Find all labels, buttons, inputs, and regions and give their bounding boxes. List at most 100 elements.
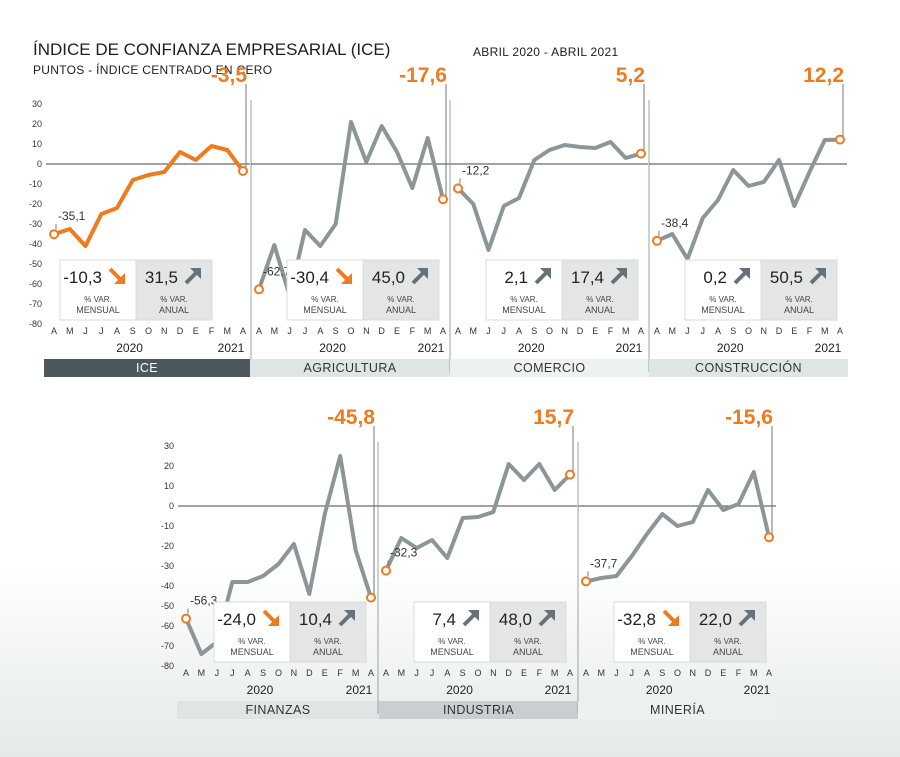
- mensual-caption-1: % VAR.: [438, 637, 465, 646]
- first-point-marker: [581, 576, 591, 587]
- anual-arrow-icon: [809, 268, 826, 285]
- month-tick-label: A: [440, 326, 446, 336]
- chart-title: ÍNDICE DE CONFIANZA EMPRESARIAL (ICE): [33, 40, 391, 59]
- anual-arrow-icon-head: [417, 268, 428, 279]
- mensual-caption-1: % VAR.: [238, 637, 265, 646]
- year-label: 2021: [815, 341, 842, 355]
- last-point-marker: [835, 134, 845, 145]
- mensual-arrow-icon-head: [739, 268, 750, 279]
- anual-arrow-icon-head: [544, 610, 555, 621]
- month-tick-label: M: [821, 326, 829, 336]
- mensual-value: -24,0: [217, 610, 256, 629]
- y-tick-label: -40: [161, 581, 174, 591]
- month-tick-label: A: [444, 668, 450, 678]
- mensual-value: -32,8: [617, 610, 656, 629]
- anual-arrow-icon: [184, 268, 201, 285]
- month-tick-label: A: [583, 668, 589, 678]
- year-label: 2020: [319, 341, 346, 355]
- year-label: 2021: [218, 341, 245, 355]
- month-tick-label: S: [730, 326, 736, 336]
- month-tick-label: M: [669, 326, 677, 336]
- anual-arrow-icon-shaft: [538, 612, 553, 627]
- anual-arrow-icon-head: [190, 268, 201, 279]
- month-tick-label: N: [291, 668, 298, 678]
- year-label: 2020: [247, 683, 274, 697]
- mensual-arrow-icon-shaft: [534, 270, 549, 285]
- month-tick-label: M: [598, 668, 606, 678]
- month-tick-label: A: [256, 326, 262, 336]
- month-tick-label: N: [761, 326, 768, 336]
- mensual-caption-2: MENSUAL: [76, 305, 120, 315]
- anual-arrow-icon-head: [616, 268, 627, 279]
- month-tick-label: M: [622, 326, 630, 336]
- mensual-arrow-icon-shaft: [733, 270, 748, 285]
- month-tick-label: D: [705, 668, 712, 678]
- month-tick-label: J: [430, 668, 435, 678]
- mensual-value: -30,4: [290, 268, 329, 287]
- anual-arrow-icon: [538, 610, 555, 627]
- anual-caption-1: % VAR.: [514, 637, 541, 646]
- sector-tab: [649, 359, 848, 377]
- month-tick-label: E: [394, 326, 400, 336]
- last-point-marker: [565, 469, 575, 480]
- month-tick-label: J: [230, 668, 235, 678]
- first-point-marker: [254, 284, 264, 295]
- month-tick-label: M: [352, 668, 360, 678]
- month-tick-label: S: [659, 668, 665, 678]
- month-tick-label: J: [685, 326, 690, 336]
- month-tick-label: O: [474, 668, 481, 678]
- first-point-marker: [453, 183, 463, 194]
- y-tick-label: 30: [32, 99, 42, 109]
- mensual-arrow-icon-head: [540, 268, 551, 279]
- mensual-value: 7,4: [432, 610, 456, 629]
- month-tick-label: E: [322, 668, 328, 678]
- month-tick-label: F: [537, 668, 543, 678]
- month-tick-label: J: [287, 326, 292, 336]
- month-tick-label: A: [114, 326, 120, 336]
- mensual-arrow-icon-head: [668, 615, 679, 626]
- anual-value: 50,5: [770, 268, 803, 287]
- anual-arrow-icon-shaft: [184, 270, 199, 285]
- y-tick-label: -70: [29, 299, 42, 309]
- y-tick-label: 30: [164, 441, 174, 451]
- month-tick-label: N: [161, 326, 168, 336]
- sector-tab-label: ICE: [136, 361, 158, 375]
- sector-tab-label: MINERÍA: [650, 702, 705, 717]
- mensual-arrow-icon: [733, 268, 750, 285]
- y-tick-label: -30: [161, 561, 174, 571]
- anual-value: 31,5: [145, 268, 178, 287]
- month-tick-label: S: [460, 668, 466, 678]
- month-tick-label: E: [193, 326, 199, 336]
- anual-value: 10,4: [299, 610, 332, 629]
- anual-caption-2: ANUAL: [313, 647, 343, 657]
- mensual-arrow-icon-shaft: [262, 609, 277, 624]
- y-tick-label: -20: [29, 199, 42, 209]
- month-tick-label: O: [674, 668, 681, 678]
- anual-arrow-icon-head: [744, 610, 755, 621]
- y-tick-label: -40: [29, 239, 42, 249]
- chart-subtitle: PUNTOS - ÍNDICE CENTRADO EN CERO: [33, 63, 273, 77]
- month-tick-label: S: [260, 668, 266, 678]
- month-tick-label: A: [51, 326, 57, 336]
- month-tick-label: F: [410, 326, 416, 336]
- mensual-caption-2: MENSUAL: [230, 647, 274, 657]
- month-tick-label: F: [807, 326, 813, 336]
- sector-tab: [177, 701, 379, 719]
- mensual-value: 2,1: [504, 268, 528, 287]
- sector-tab-label: FINANZAS: [245, 703, 310, 717]
- month-tick-label: A: [240, 326, 246, 336]
- month-tick-label: N: [363, 326, 370, 336]
- anual-value: 22,0: [699, 610, 732, 629]
- last-point-marker: [764, 532, 774, 543]
- anual-caption-2: ANUAL: [513, 647, 543, 657]
- mensual-arrow-icon: [534, 268, 551, 285]
- month-tick-label: A: [455, 326, 461, 336]
- y-tick-label: -80: [29, 319, 42, 329]
- month-tick-label: F: [209, 326, 215, 336]
- mensual-caption-1: % VAR.: [510, 295, 537, 304]
- last-point-marker: [438, 194, 448, 205]
- mensual-box: [613, 601, 691, 663]
- y-tick-label: -10: [161, 521, 174, 531]
- month-tick-label: J: [215, 668, 220, 678]
- month-tick-label: J: [414, 668, 419, 678]
